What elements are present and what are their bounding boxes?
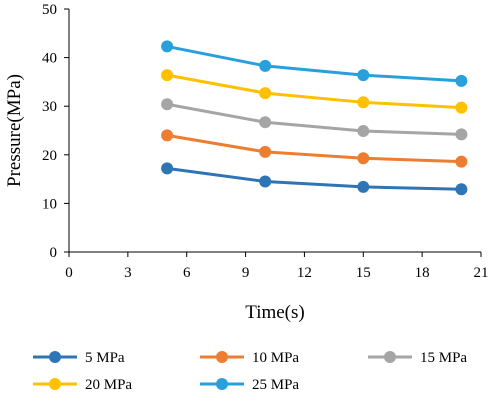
series-layer <box>161 40 468 196</box>
legend-swatch-marker <box>49 351 61 363</box>
series-line <box>166 133 462 164</box>
legend-swatch-marker <box>384 351 396 363</box>
x-tick-label: 21 <box>474 265 489 281</box>
data-point <box>357 152 370 165</box>
series-25-mpa <box>161 40 468 87</box>
series-line <box>166 73 462 110</box>
data-point <box>259 175 272 188</box>
data-point <box>161 40 174 53</box>
y-tick-label: 0 <box>50 245 58 261</box>
data-point <box>259 116 272 129</box>
series-10-mpa <box>161 129 468 168</box>
y-tick-label: 40 <box>42 51 57 67</box>
legend-label: 25 MPa <box>252 377 299 393</box>
x-tick-label: 0 <box>65 265 73 281</box>
data-point <box>161 162 174 175</box>
data-point <box>259 87 272 100</box>
x-tick-label: 12 <box>297 265 312 281</box>
legend: 5 MPa 10 MPa 15 MPa 20 MPa 25 MPa <box>33 350 467 393</box>
series-line <box>166 44 462 83</box>
x-axis-title: Time(s) <box>245 302 304 323</box>
data-point <box>357 69 370 82</box>
data-point <box>161 129 174 142</box>
x-tick-label: 3 <box>124 265 132 281</box>
legend-label: 20 MPa <box>85 377 132 393</box>
data-point <box>455 183 468 196</box>
series-15-mpa <box>161 98 468 141</box>
data-point <box>455 74 468 87</box>
data-point <box>455 155 468 168</box>
legend-swatch-marker <box>216 351 228 363</box>
series-5-mpa <box>161 162 468 196</box>
series-line <box>166 102 462 136</box>
y-axis-title: Pressure(MPa) <box>4 74 25 187</box>
data-point <box>455 101 468 114</box>
x-tick-label: 9 <box>242 265 250 281</box>
legend-item: 5 MPa <box>33 350 125 366</box>
legend-label: 10 MPa <box>252 350 299 366</box>
x-tick-label: 15 <box>356 265 371 281</box>
legend-swatch-marker <box>216 378 228 390</box>
data-point <box>259 145 272 158</box>
legend-swatch-marker <box>49 378 61 390</box>
x-tick-label: 18 <box>415 265 430 281</box>
data-point <box>357 96 370 109</box>
data-point <box>357 124 370 137</box>
y-tick-label: 30 <box>42 99 57 115</box>
y-tick-label: 10 <box>42 196 57 212</box>
y-tick-label: 50 <box>42 2 57 18</box>
data-point <box>259 59 272 72</box>
series-20-mpa <box>161 69 468 114</box>
series-line <box>166 166 462 191</box>
legend-item: 20 MPa <box>33 377 132 393</box>
legend-label: 5 MPa <box>85 350 125 366</box>
legend-item: 25 MPa <box>200 377 299 393</box>
legend-item: 15 MPa <box>368 350 467 366</box>
data-point <box>455 128 468 141</box>
data-point <box>161 98 174 111</box>
legend-item: 10 MPa <box>200 350 299 366</box>
data-point <box>161 69 174 82</box>
legend-label: 15 MPa <box>420 350 467 366</box>
data-point <box>357 180 370 193</box>
axes: 0 10 20 30 40 50 0 3 6 9 12 15 18 21 <box>42 2 489 281</box>
y-tick-label: 20 <box>42 148 57 164</box>
x-tick-label: 6 <box>183 265 191 281</box>
